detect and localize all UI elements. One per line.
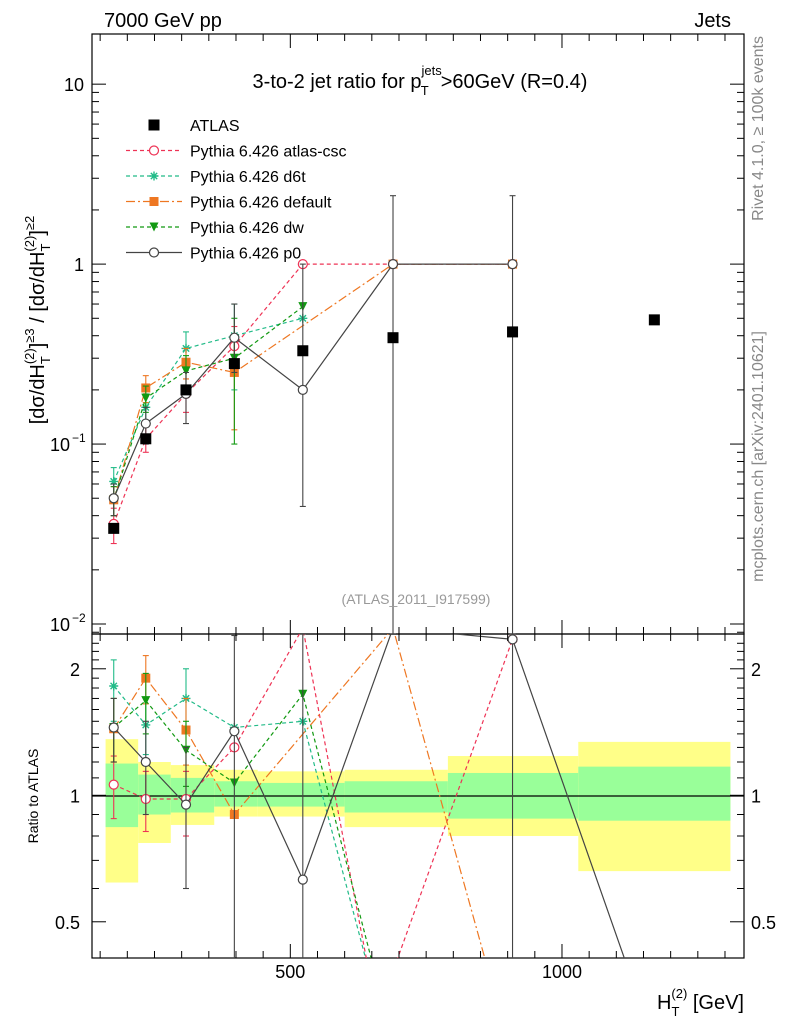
legend-label-3: Pythia 6.426 dw: [190, 220, 304, 237]
x-tick-label: 1000: [542, 962, 582, 982]
y-tick-label-ratio-right: 2: [751, 660, 761, 680]
ratio-plot-series: [108, 634, 625, 958]
y-axis-title-main: [dσ/dHT(2)]≥3 / [dσ/dHT(2)]≥2: [22, 216, 53, 425]
series-3-ratio-line: [113, 692, 372, 958]
atlas-data-point: [108, 522, 120, 534]
series-0-line: [113, 263, 513, 525]
atlas-data-point: [297, 345, 309, 357]
y-tick-label-main-exp: −2: [72, 611, 86, 625]
series-4-point: [387, 259, 399, 270]
y-tick-label-ratio-right: 1: [751, 786, 761, 806]
atlas-data-point: [387, 332, 399, 344]
x-tick-label: 500: [275, 962, 305, 982]
legend-label-2: Pythia 6.426 default: [190, 195, 332, 212]
y-tick-label-main-exp: −1: [72, 431, 86, 445]
axis-ticks: [92, 34, 744, 958]
legend: ATLAS Pythia 6.426 atlas-csc Pythia 6.426 …: [126, 118, 347, 263]
y-tick-label-ratio-left: 1: [70, 786, 80, 806]
x-axis-title: HT(2) [GeV]: [657, 986, 744, 1019]
series-1-ratio-line: [113, 685, 367, 958]
series-2-line: [113, 263, 513, 500]
legend-marker-0: [148, 145, 160, 156]
plot-title-sup: jets: [421, 63, 443, 78]
y-axis-title-ratio: Ratio to ATLAS: [25, 749, 41, 844]
legend-marker-atlas: [148, 119, 160, 131]
legend-marker-4: [148, 247, 160, 258]
y-tick-label-main: 10: [50, 615, 70, 635]
legend-label-atlas: ATLAS: [190, 118, 240, 135]
legend-label-4: Pythia 6.426 p0: [190, 246, 301, 263]
band-inner-bin: [138, 774, 171, 815]
series-4-ratio-point: [229, 726, 240, 737]
atlas-data-point: [140, 433, 152, 445]
plot-title-sub: T: [421, 83, 429, 98]
header-energy-label: 7000 GeV pp: [104, 10, 222, 32]
series-1-point: [109, 476, 119, 486]
atlas-data-point: [228, 358, 240, 370]
series-4-ratio-point: [507, 634, 518, 645]
series-3-point: [181, 366, 191, 376]
series-4-point: [229, 332, 240, 343]
y-tick-label-ratio-left: 2: [70, 660, 80, 680]
y-tick-label-ratio-right: 0.5: [751, 913, 776, 933]
plot-title-prefix: 3-to-2 jet ratio for p: [253, 71, 422, 93]
series-4-point: [140, 418, 151, 429]
band-inner-bin: [105, 763, 139, 828]
series-4-point: [108, 493, 119, 504]
atlas-data-point: [648, 314, 660, 326]
band-inner-bin: [344, 781, 448, 813]
series-0-ratio-point: [108, 779, 119, 790]
legend-marker-3: [149, 222, 159, 232]
y-tick-label-ratio-left: 0.5: [55, 913, 80, 933]
series-4-ratio-line: [113, 634, 625, 958]
legend-marker-2: [149, 197, 159, 206]
rivet-version-label: Rivet 4.1.0, ≥ 100k events: [750, 36, 767, 221]
ratio-uncertainty-bands: [105, 739, 731, 883]
series-2-ratio-line: [113, 634, 486, 958]
y-tick-label-main: 10: [64, 75, 84, 95]
series-1-line: [113, 317, 303, 482]
plot-title: 3-to-2 jet ratio for pjets T >60GeV (R=0.4…: [253, 63, 588, 98]
series-4-ratio-point: [297, 874, 308, 885]
y-tick-label-main: 1: [74, 255, 84, 275]
legend-label-1: Pythia 6.426 d6t: [190, 169, 306, 186]
series-4-line: [113, 263, 513, 499]
series-4-ratio-point: [180, 799, 192, 810]
plot-title-suffix: >60GeV (R=0.4): [441, 71, 588, 93]
main-plot-series: [108, 195, 660, 634]
y-axis-title-main-text: [dσ/dHT(2)]≥3 / [dσ/dHT(2)]≥2: [22, 216, 53, 425]
y-tick-label-main: 10: [50, 435, 70, 455]
atlas-data-point: [180, 384, 192, 396]
atlas-data-point: [507, 326, 519, 338]
legend-marker-1: [149, 171, 159, 181]
band-inner-bin: [257, 782, 345, 807]
series-3-line: [113, 306, 304, 500]
mcplots-label: mcplots.cern.ch [arXiv:2401.10621]: [750, 331, 767, 582]
header-category-label: Jets: [694, 10, 731, 32]
series-3-ratio-point: [141, 696, 151, 706]
analysis-label: (ATLAS_2011_I917599): [342, 591, 491, 607]
series-4-ratio-point: [140, 756, 151, 768]
series-4-point: [507, 259, 518, 270]
series-4-ratio-point: [108, 722, 119, 733]
series-1-ratio-point: [109, 681, 119, 691]
series-4-point: [297, 384, 308, 395]
band-inner-bin: [214, 781, 258, 807]
series-3-point: [141, 393, 151, 403]
band-inner-bin: [578, 766, 731, 821]
legend-label-0: Pythia 6.426 atlas-csc: [190, 144, 347, 161]
